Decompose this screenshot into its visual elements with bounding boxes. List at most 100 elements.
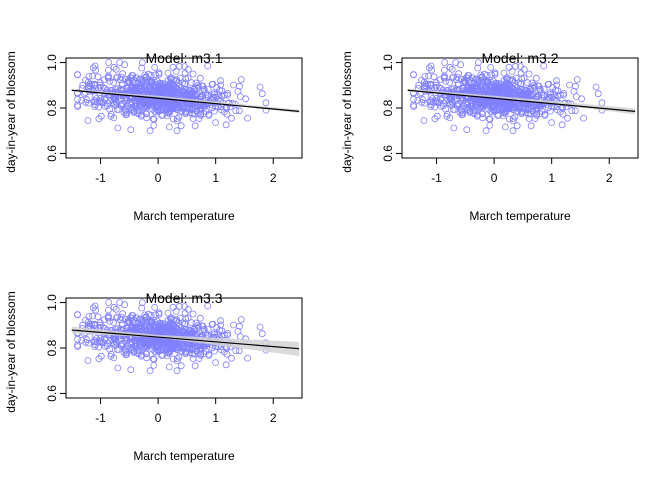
- data-point: [127, 366, 135, 374]
- data-point: [116, 299, 124, 306]
- data-point: [474, 82, 482, 90]
- data-point: [222, 361, 230, 369]
- x-tick-label: 1: [548, 171, 555, 185]
- data-point: [517, 69, 525, 77]
- data-point: [487, 107, 495, 115]
- data-point: [418, 98, 426, 106]
- data-point: [216, 86, 224, 94]
- y-axis: 0.6 0.8 1.0: [381, 54, 402, 162]
- data-point: [151, 107, 159, 115]
- data-point: [130, 96, 138, 104]
- data-point: [446, 79, 454, 86]
- y-axis-label: day-in-year of blossom: [4, 291, 18, 412]
- data-point: [474, 59, 482, 66]
- data-point: [110, 63, 118, 71]
- data-point: [572, 82, 579, 90]
- data-point: [188, 328, 196, 336]
- data-point: [244, 114, 251, 122]
- data-point: [127, 126, 135, 134]
- data-point: [105, 59, 112, 66]
- data-point: [138, 319, 146, 327]
- data-point: [458, 109, 466, 116]
- data-point: [92, 66, 99, 74]
- data-point: [478, 81, 486, 89]
- data-point: [517, 63, 524, 70]
- data-point: [570, 88, 578, 95]
- data-point: [558, 121, 566, 129]
- data-point: [501, 123, 509, 131]
- panel-m3-2: March temperature day-in-year of blossom…: [340, 50, 639, 223]
- data-point: [554, 92, 562, 100]
- data-point: [433, 99, 441, 106]
- data-point: [143, 78, 151, 86]
- data-point: [234, 88, 242, 95]
- data-point: [258, 90, 266, 98]
- data-point: [478, 74, 486, 82]
- data-point: [522, 105, 529, 112]
- data-point: [78, 97, 86, 104]
- data-point: [471, 110, 478, 118]
- data-point: [142, 81, 150, 89]
- data-point: [166, 326, 174, 334]
- data-point: [204, 62, 212, 70]
- data-point: [151, 64, 159, 71]
- x-tick-label: 0: [155, 171, 162, 185]
- data-point: [488, 71, 495, 79]
- data-point: [82, 338, 90, 346]
- data-point: [491, 103, 499, 111]
- point-series: [74, 59, 270, 135]
- data-point: [85, 339, 93, 347]
- data-point: [104, 306, 112, 314]
- data-point: [122, 109, 130, 116]
- data-point: [104, 66, 112, 74]
- data-point: [91, 302, 99, 310]
- data-point: [553, 77, 560, 85]
- data-point: [211, 91, 219, 98]
- data-point: [143, 354, 151, 362]
- x-tick-label: 2: [270, 171, 277, 185]
- data-point: [148, 86, 155, 94]
- regression-line: [407, 89, 636, 113]
- data-point: [505, 82, 513, 89]
- data-point: [170, 76, 178, 84]
- data-point: [110, 100, 118, 108]
- data-point: [552, 86, 559, 94]
- data-point: [488, 104, 496, 112]
- data-point: [232, 347, 240, 355]
- data-point: [138, 299, 146, 307]
- data-point: [120, 349, 128, 357]
- data-point: [540, 86, 548, 93]
- data-point: [447, 96, 455, 103]
- data-point: [509, 115, 517, 122]
- data-point: [96, 83, 104, 91]
- data-point: [176, 62, 183, 70]
- data-point: [448, 74, 456, 82]
- data-point: [179, 102, 187, 110]
- data-point: [97, 352, 105, 360]
- data-point: [169, 82, 177, 89]
- data-point: [165, 123, 173, 131]
- data-point: [471, 102, 479, 110]
- data-point: [513, 122, 521, 130]
- data-point: [110, 79, 117, 86]
- data-point: [118, 342, 126, 350]
- data-point: [500, 109, 508, 117]
- data-point: [95, 115, 103, 123]
- data-point: [244, 354, 251, 362]
- data-point: [188, 88, 196, 96]
- data-point: [479, 78, 487, 86]
- data-point: [184, 89, 192, 96]
- data-point: [516, 91, 524, 99]
- data-point: [113, 106, 121, 113]
- data-point: [122, 349, 130, 356]
- data-point: [497, 80, 505, 88]
- data-point: [156, 86, 164, 94]
- data-point: [446, 114, 454, 122]
- data-point: [110, 318, 117, 326]
- data-point: [541, 110, 549, 118]
- data-point: [217, 317, 224, 325]
- data-point: [119, 100, 127, 108]
- data-point: [152, 311, 159, 319]
- confidence-band: [71, 89, 300, 113]
